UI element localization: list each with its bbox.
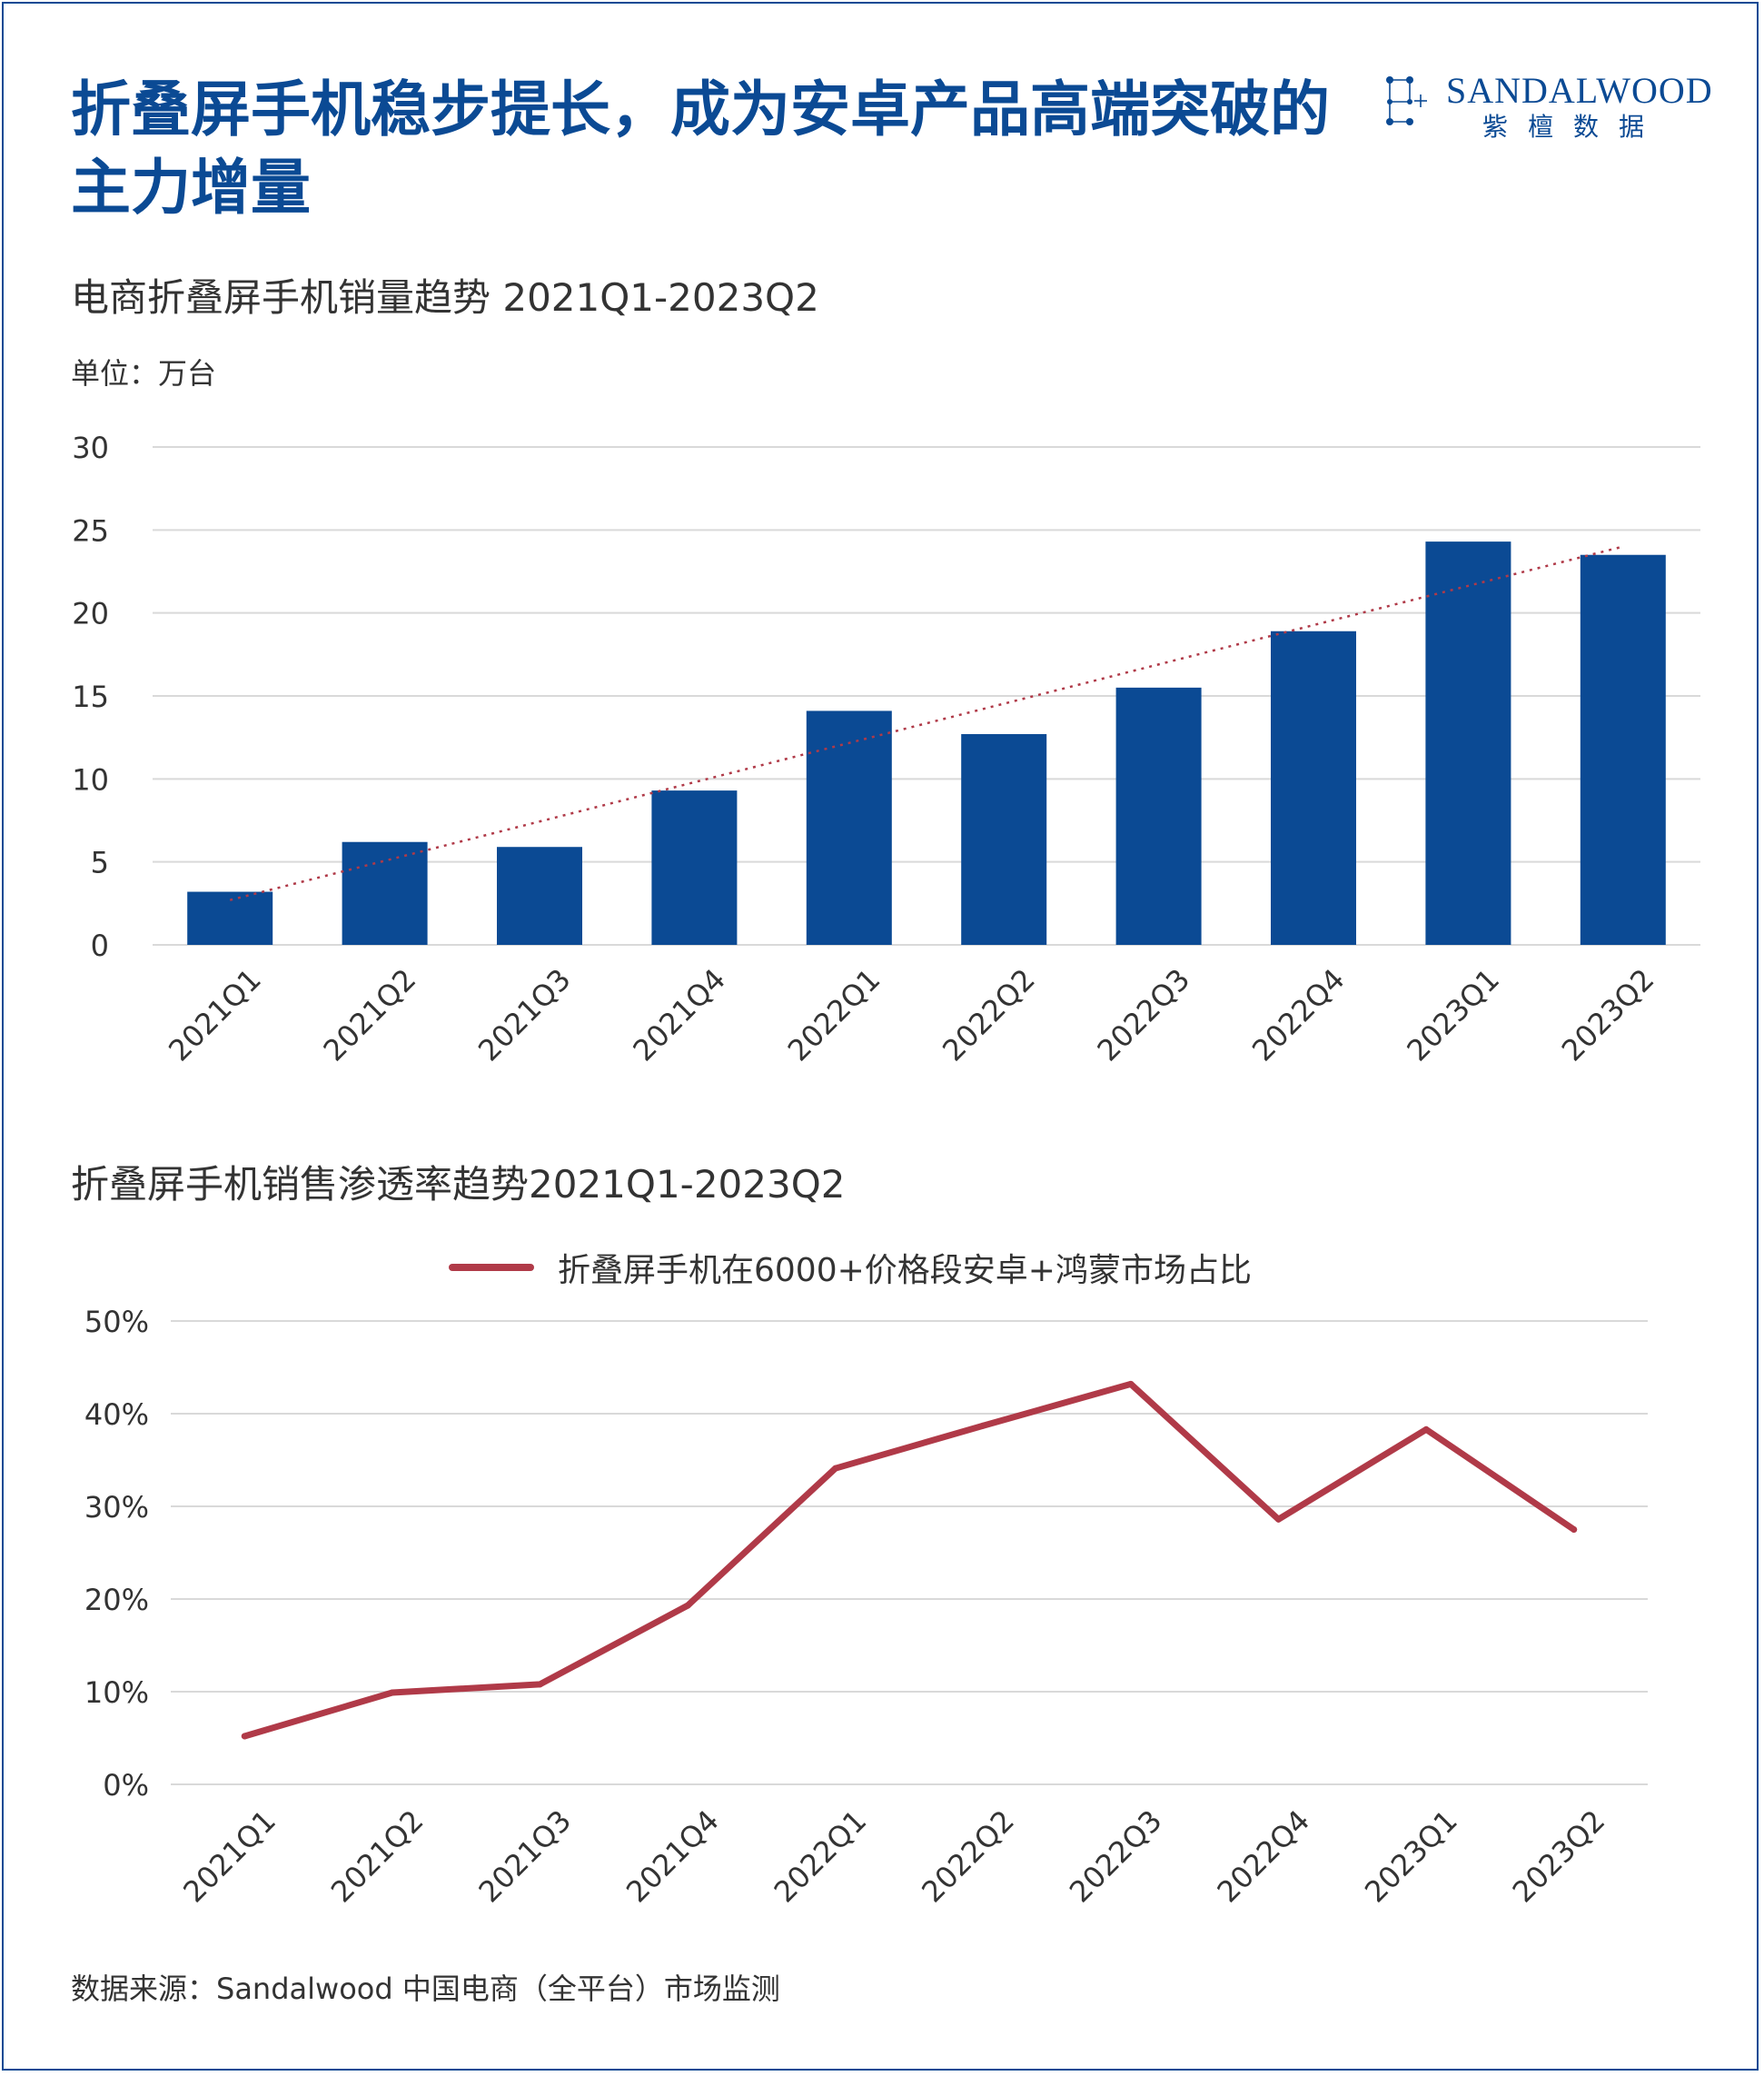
y-tick-label: 30	[72, 431, 109, 465]
y-tick-label: 25	[72, 513, 109, 548]
bar-chart-unit: 单位：万台	[71, 356, 217, 391]
sandalwood-constellation-logo-icon	[1386, 76, 1427, 125]
bar-2021Q4	[651, 790, 738, 945]
x-tick-label: 2022Q3	[1063, 1803, 1169, 1910]
bar-2022Q4	[1271, 631, 1356, 945]
y-tick-label: 50%	[84, 1305, 149, 1339]
data-point-2023Q1	[1422, 1425, 1430, 1433]
x-tick-label: 2023Q2	[1506, 1803, 1612, 1910]
bar-chart-title: 电商折叠屏手机销量趋势 2021Q1-2023Q2	[71, 275, 819, 320]
legend-line-swatch	[449, 1264, 534, 1271]
y-tick-label: 40%	[84, 1397, 149, 1432]
bar-2022Q2	[961, 734, 1047, 945]
brand-logo: SANDALWOOD 紫檀数据	[1381, 67, 1712, 142]
x-tick-label: 2021Q2	[324, 1803, 431, 1910]
data-point-2022Q2	[979, 1422, 986, 1429]
line-chart-legend: 折叠屏手机在6000+价格段安卓+鸿蒙市场占比	[449, 1245, 1252, 1290]
data-point-2021Q4	[684, 1602, 691, 1609]
y-tick-label: 20	[72, 597, 109, 631]
y-tick-label: 15	[72, 680, 109, 714]
y-tick-label: 5	[91, 846, 109, 880]
x-tick-label: 2023Q1	[1358, 1803, 1464, 1910]
data-point-2023Q2	[1571, 1526, 1578, 1533]
x-tick-label: 2021Q1	[176, 1803, 282, 1910]
data-point-2022Q3	[1127, 1380, 1135, 1387]
data-point-2021Q3	[537, 1681, 543, 1688]
data-point-2022Q1	[832, 1465, 839, 1472]
y-tick-label: 20%	[84, 1583, 149, 1617]
data-source-note: 数据来源：Sandalwood 中国电商（全平台）市场监测	[71, 1972, 780, 2006]
x-tick-label: 2022Q4	[1210, 1803, 1316, 1910]
bar-2021Q3	[497, 847, 582, 945]
brand-name-en: SANDALWOOD	[1446, 70, 1713, 111]
y-tick-label: 30%	[84, 1490, 149, 1525]
bar-2022Q1	[806, 710, 892, 945]
bar-2021Q2	[342, 841, 428, 945]
trendline	[229, 545, 1624, 901]
x-tick-label: 2022Q1	[768, 1803, 874, 1910]
y-tick-label: 10	[72, 762, 109, 797]
bar-2022Q3	[1115, 687, 1202, 945]
legend-series-label: 折叠屏手机在6000+价格段安卓+鸿蒙市场占比	[558, 1252, 1252, 1289]
data-point-2021Q2	[389, 1689, 396, 1696]
x-tick-label: 2022Q2	[915, 1803, 1021, 1910]
line-chart-title: 折叠屏手机销售渗透率趋势2021Q1-2023Q2	[71, 1162, 846, 1207]
line-chart: 0% 10% 20% 30% 40% 50% 2021Q1 2021Q2 2021Q3 2021Q…	[84, 1305, 1648, 1910]
page-title: 折叠屏手机稳步提长，成为安卓产品高端突破的主力增量	[71, 74, 1330, 223]
y-tick-label: 0%	[103, 1768, 149, 1803]
y-tick-label: 10%	[84, 1675, 149, 1710]
data-point-2021Q1	[241, 1733, 248, 1740]
x-tick-label: 2021Q4	[619, 1803, 726, 1910]
data-point-2022Q4	[1275, 1515, 1282, 1523]
brand-name-cn: 紫檀数据	[1482, 112, 1665, 142]
series-line	[241, 1380, 1578, 1740]
bar-2023Q1	[1425, 541, 1511, 945]
bar-2023Q2	[1580, 554, 1666, 945]
bar-2021Q1	[187, 891, 273, 945]
y-tick-label: 0	[91, 929, 109, 963]
x-tick-label: 2021Q3	[471, 1803, 578, 1910]
